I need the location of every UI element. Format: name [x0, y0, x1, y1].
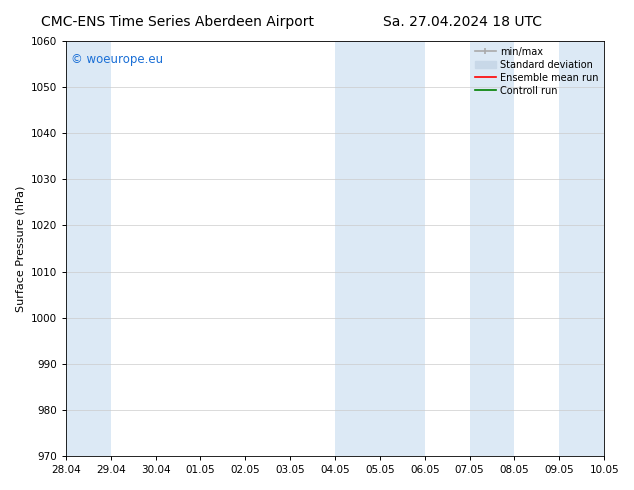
- Text: Sa. 27.04.2024 18 UTC: Sa. 27.04.2024 18 UTC: [384, 15, 542, 29]
- Bar: [335, 41, 425, 456]
- Text: © woeurope.eu: © woeurope.eu: [71, 53, 164, 67]
- Bar: [559, 41, 634, 456]
- Legend: min/max, Standard deviation, Ensemble mean run, Controll run: min/max, Standard deviation, Ensemble me…: [470, 43, 602, 99]
- Text: CMC-ENS Time Series Aberdeen Airport: CMC-ENS Time Series Aberdeen Airport: [41, 15, 314, 29]
- Bar: [66, 41, 111, 456]
- Y-axis label: Surface Pressure (hPa): Surface Pressure (hPa): [15, 185, 25, 312]
- Bar: [470, 41, 514, 456]
